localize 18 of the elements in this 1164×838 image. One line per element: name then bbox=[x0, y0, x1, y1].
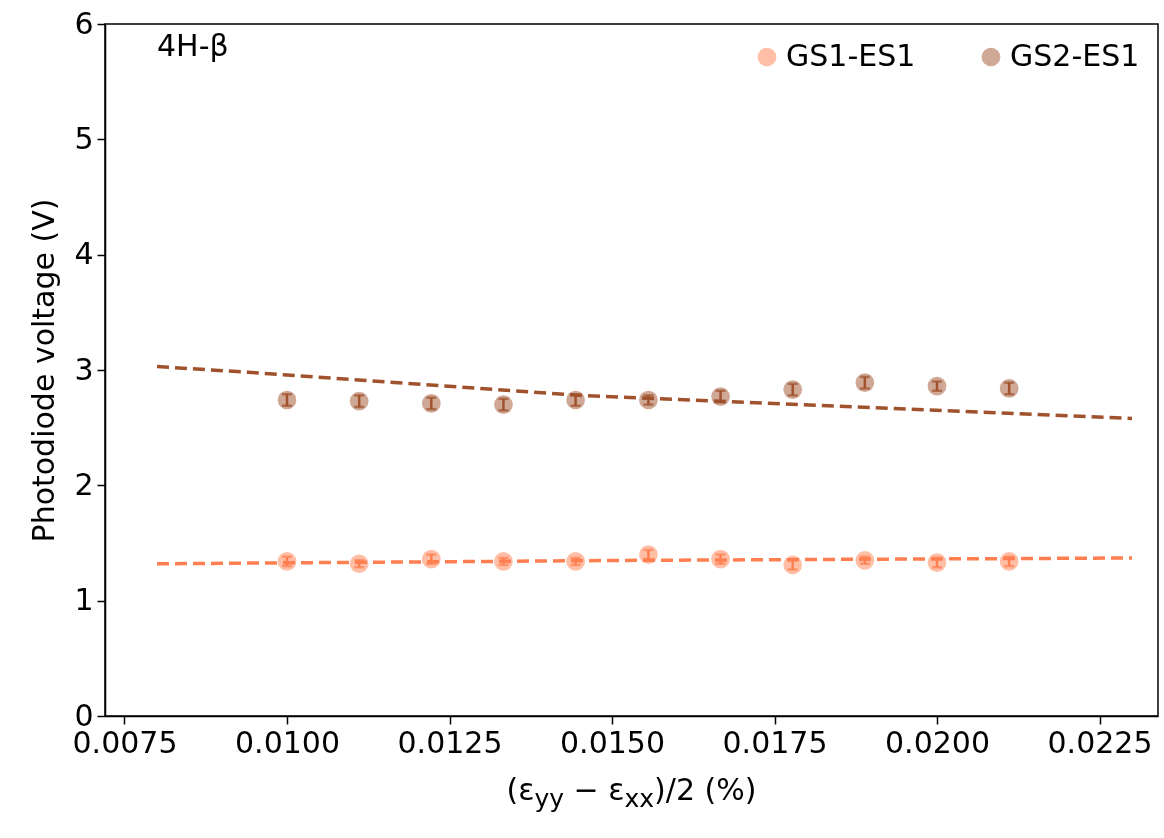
y-tick-label: 5 bbox=[74, 120, 94, 156]
x-tick-label: 0.0125 bbox=[397, 724, 503, 760]
y-axis-title: Photodiode voltage (V) bbox=[26, 198, 62, 543]
legend-label: GS2-ES1 bbox=[1010, 38, 1140, 73]
y-tick-label: 2 bbox=[74, 466, 94, 502]
y-tick-label: 6 bbox=[74, 5, 94, 41]
y-tick-label: 4 bbox=[74, 236, 94, 272]
x-tick-label: 0.0175 bbox=[722, 724, 828, 760]
x-tick-label: 0.0225 bbox=[1047, 724, 1153, 760]
y-tick-label: 1 bbox=[74, 582, 94, 618]
x-tick-label: 0.0150 bbox=[560, 724, 665, 760]
annotation: 4H-β bbox=[157, 28, 229, 63]
legend-label: GS1-ES1 bbox=[786, 38, 916, 73]
x-axis-title: (ε$_{yy}$ − ε$_{xx}$)/2 (%) bbox=[505, 772, 758, 815]
line-series bbox=[155, 364, 1134, 421]
y-tick-label: 3 bbox=[74, 351, 94, 387]
x-tick-label: 0.0100 bbox=[235, 724, 340, 760]
x-tick-label: 0.0200 bbox=[885, 724, 990, 760]
